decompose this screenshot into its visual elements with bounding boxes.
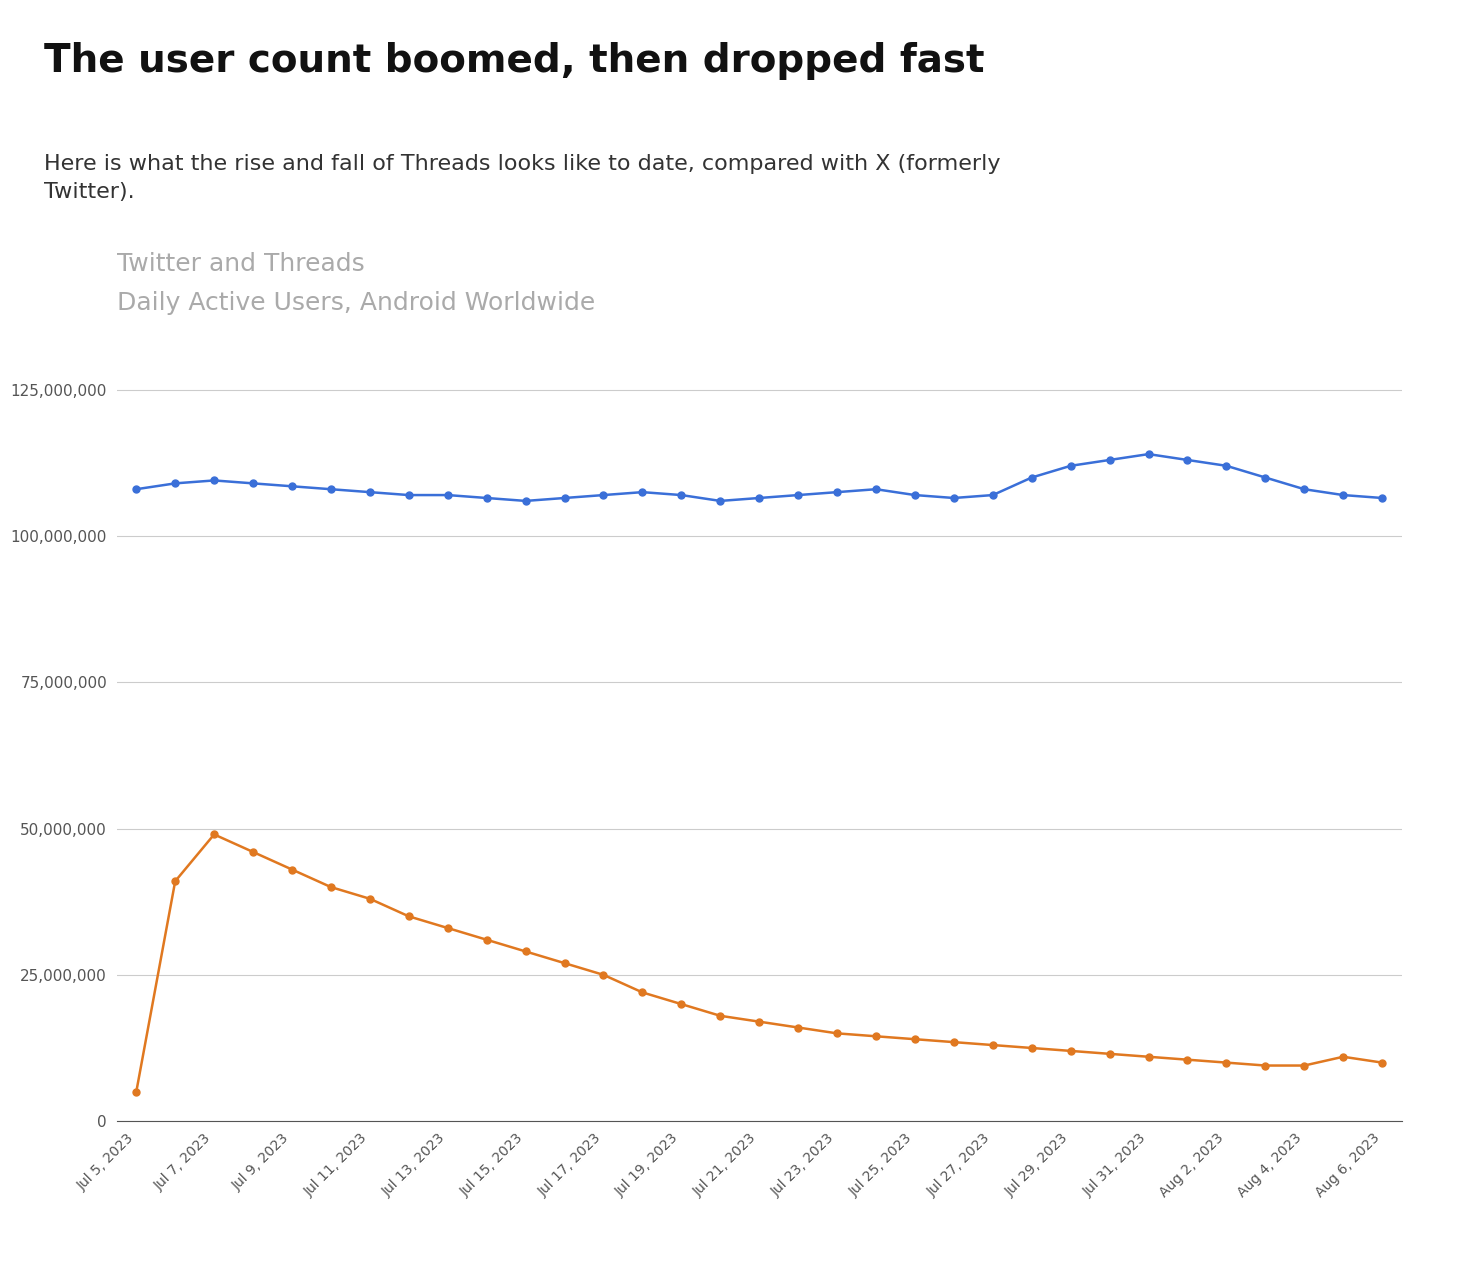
Text: Here is what the rise and fall of Threads looks like to date, compared with X (f: Here is what the rise and fall of Thread…: [44, 154, 1000, 203]
Text: Twitter and Threads
Daily Active Users, Android Worldwide: Twitter and Threads Daily Active Users, …: [117, 252, 596, 316]
Text: The user count boomed, then dropped fast: The user count boomed, then dropped fast: [44, 42, 984, 80]
